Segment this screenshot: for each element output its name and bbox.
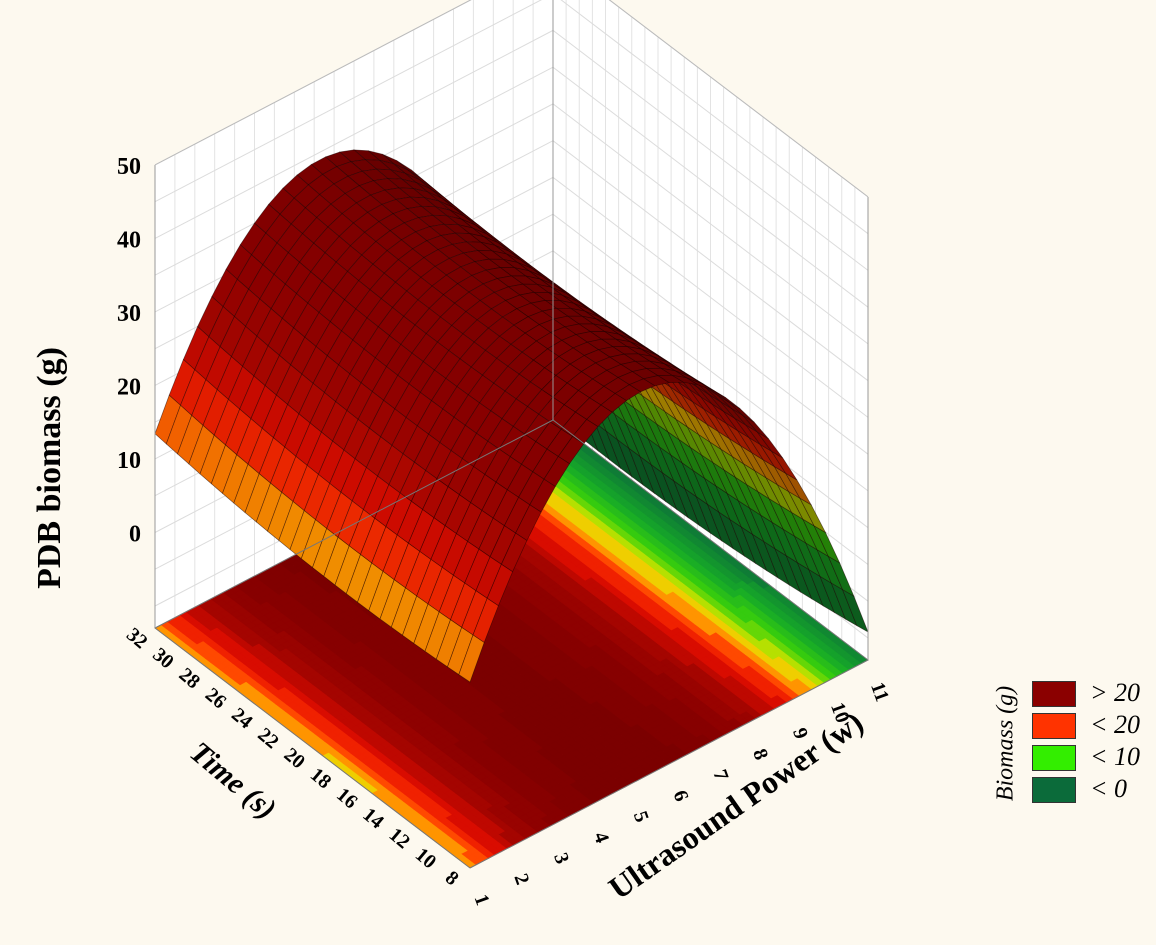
- z-tick-label: 30: [117, 301, 141, 327]
- y-tick-label: 26: [201, 684, 230, 714]
- y-tick-label: 18: [306, 764, 335, 794]
- legend-title: Biomass (g): [992, 685, 1019, 802]
- y-tick-label: 12: [385, 824, 414, 854]
- x-tick-label: 3: [549, 850, 573, 867]
- legend-item: < 10: [1032, 742, 1152, 774]
- legend: Biomass (g) > 20 < 20 < 10 < 0: [980, 668, 1150, 818]
- x-tick-label: 1: [470, 891, 494, 908]
- y-tick-label: 22: [253, 724, 282, 754]
- z-tick-label: 40: [117, 227, 141, 253]
- legend-swatch: [1032, 745, 1076, 771]
- y-tick-label: 14: [358, 804, 387, 834]
- x-tick-label: 11: [866, 679, 893, 704]
- legend-label: < 20: [1090, 710, 1141, 739]
- legend-item: > 20: [1032, 678, 1152, 710]
- y-tick-label: 10: [411, 844, 440, 874]
- y-tick-label: 8: [441, 867, 463, 890]
- legend-label: < 0: [1090, 774, 1128, 803]
- x-tick-label: 7: [708, 767, 732, 784]
- z-tick-label: 20: [117, 374, 141, 400]
- x-tick-label: 2: [509, 871, 533, 888]
- grid-line: [154, 0, 869, 235]
- x-tick-label: 5: [629, 808, 653, 825]
- legend-item: < 20: [1032, 710, 1152, 742]
- z-tick-label: 0: [129, 522, 141, 548]
- legend-swatch: [1032, 777, 1076, 803]
- y-tick-label: 30: [148, 644, 177, 674]
- z-axis-label: PDB biomass (g): [31, 347, 68, 589]
- y-tick-label: 16: [332, 784, 361, 814]
- z-tick-label: 50: [117, 154, 141, 180]
- legend-swatch: [1032, 713, 1076, 739]
- y-tick-label: 20: [280, 744, 309, 774]
- y-tick-label: 28: [175, 664, 204, 694]
- legend-swatch: [1032, 681, 1076, 707]
- z-tick-label: 10: [117, 448, 141, 474]
- y-tick-label: 24: [227, 704, 256, 734]
- y-tick-label: 32: [122, 624, 151, 654]
- x-tick-label: 6: [669, 787, 693, 804]
- legend-label: < 10: [1090, 742, 1141, 771]
- legend-item: < 0: [1032, 774, 1152, 806]
- x-tick-label: 4: [589, 829, 613, 846]
- legend-label: > 20: [1090, 678, 1141, 707]
